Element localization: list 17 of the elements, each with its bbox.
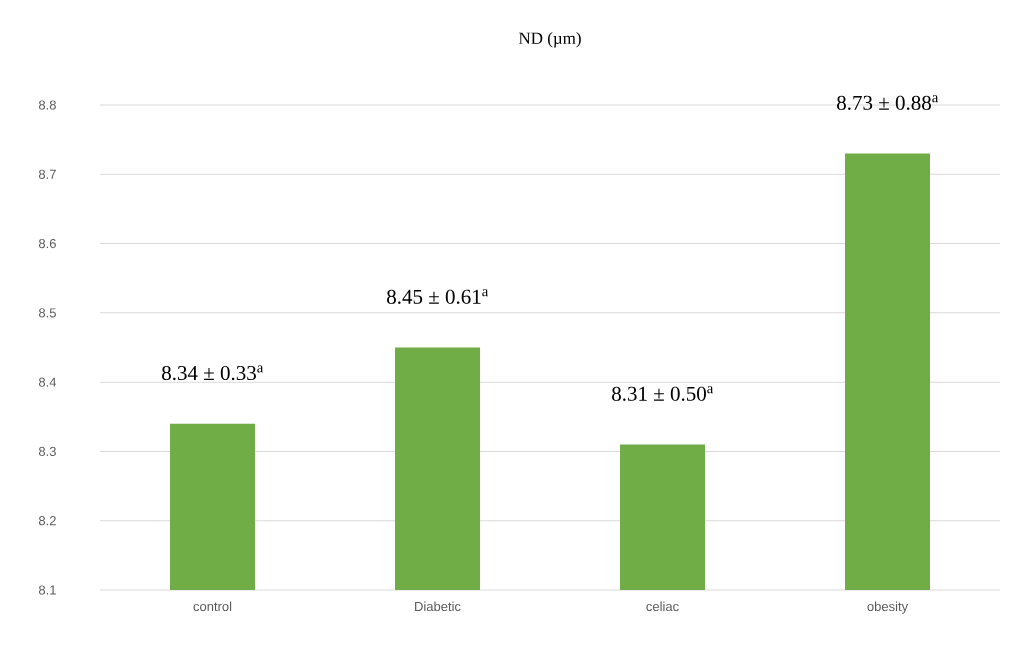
chart-title: ND (µm) <box>518 32 581 48</box>
y-tick-label: 8.2 <box>38 516 56 526</box>
y-tick-label: 8.1 <box>38 585 56 595</box>
y-tick-label: 8.5 <box>38 308 56 318</box>
data-label: 8.73 ± 0.88$^{a}$ <box>837 95 939 110</box>
y-tick-label: 8.3 <box>38 446 56 457</box>
x-tick-label: control <box>193 601 232 612</box>
data-label: 8.34 ± 0.33$^{a}$ <box>162 365 264 381</box>
y-tick-label: 8.7 <box>38 169 56 179</box>
y-tick-label: 8.8 <box>38 100 56 110</box>
y-tick-label: 8.6 <box>38 238 56 249</box>
data-label: 8.45 ± 0.61$^{a}$ <box>387 289 489 304</box>
y-tick-label: 8.4 <box>38 377 57 387</box>
x-tick-label: obesity <box>867 601 909 614</box>
data-label: 8.31 ± 0.50$^{a}$ <box>612 386 714 401</box>
x-tick-label: celiac <box>646 601 679 612</box>
x-tick-label: Diabetic <box>415 601 461 612</box>
